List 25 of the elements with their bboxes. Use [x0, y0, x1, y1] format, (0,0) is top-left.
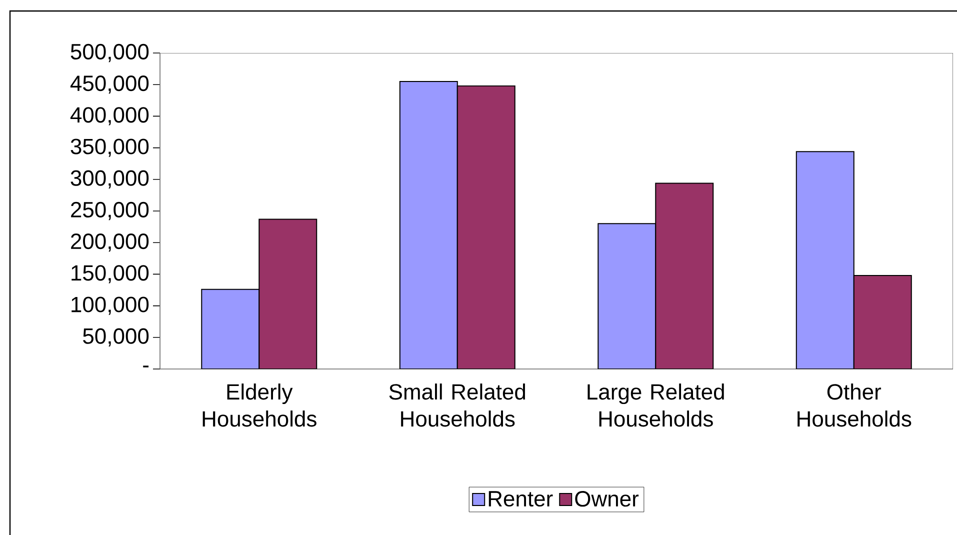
y-tick-label: 400,000	[70, 107, 149, 126]
legend-label: Renter	[488, 491, 553, 507]
y-tick-label: 200,000	[71, 234, 149, 252]
y-tick-label: 150,000	[72, 265, 149, 284]
bar	[399, 80, 458, 369]
bar	[258, 218, 318, 369]
y-tick-label: -	[143, 366, 148, 368]
legend-label: Owner	[575, 491, 639, 507]
y-tick-label: 300,000	[70, 170, 149, 188]
x-tick-label: Elderly Households	[202, 384, 316, 427]
x-tick-label: Small Related Households	[389, 384, 526, 427]
bar	[796, 151, 854, 369]
x-tick-label: Other Households	[798, 384, 912, 427]
y-tick-label: 250,000	[71, 202, 149, 220]
y-tick-label: 500,000	[70, 44, 149, 62]
y-tick-label: 50,000	[83, 328, 149, 346]
bar	[655, 182, 714, 369]
x-tick-label: Large Related Households	[588, 384, 724, 427]
y-tick-label: 100,000	[72, 296, 149, 315]
bar	[456, 85, 516, 369]
bar	[598, 223, 656, 369]
bar	[201, 288, 260, 369]
bar	[853, 274, 912, 369]
y-tick-label: 450,000	[70, 76, 149, 94]
y-tick-label: 350,000	[70, 138, 149, 157]
